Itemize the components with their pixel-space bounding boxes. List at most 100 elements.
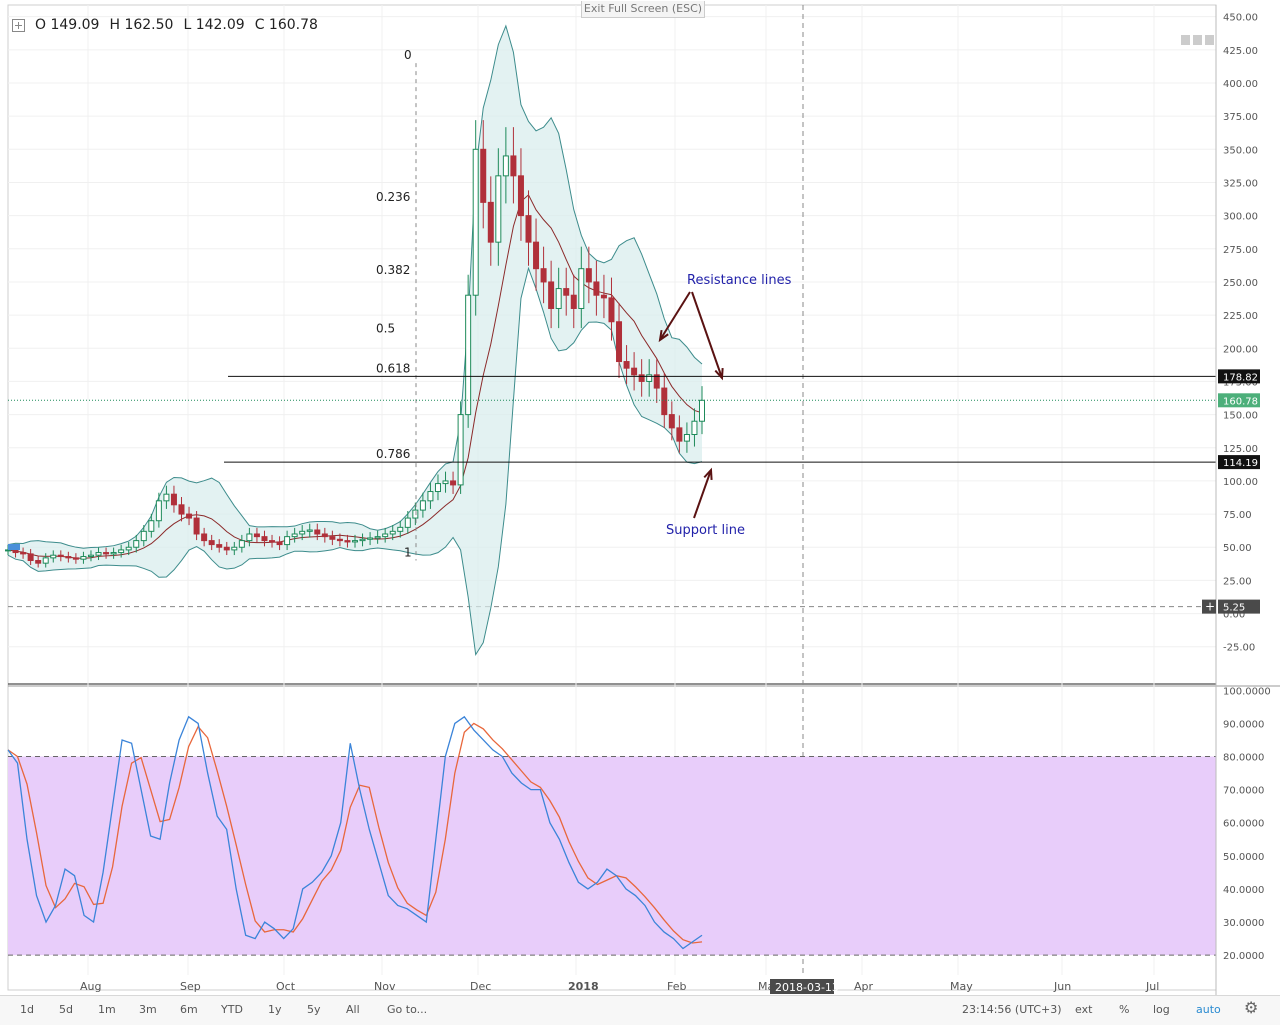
- log-toggle[interactable]: log: [1153, 1003, 1170, 1016]
- candle-body: [314, 529, 321, 535]
- candle-body: [125, 546, 132, 551]
- candle-body: [699, 399, 705, 422]
- stochastic-oscillator: [7, 715, 1216, 956]
- x-tick-label: Feb: [667, 980, 686, 993]
- candle-body: [419, 500, 426, 511]
- range-all[interactable]: All: [346, 1003, 360, 1016]
- arrow-resistance-1: [659, 291, 691, 341]
- range-5y[interactable]: 5y: [307, 1003, 321, 1016]
- range-6m[interactable]: 6m: [180, 1003, 198, 1016]
- candle-body: [80, 556, 87, 560]
- fib-label: 0.618: [376, 361, 410, 375]
- gear-icon[interactable]: ⚙: [1244, 998, 1259, 1017]
- candle-body: [397, 526, 404, 532]
- high-value: H 162.50: [109, 17, 174, 33]
- candle-body: [653, 374, 660, 389]
- candle-body: [208, 540, 215, 546]
- support-price-box: [1218, 455, 1260, 470]
- x-tick-label: Sep: [180, 980, 201, 993]
- pane-down-icon[interactable]: [1193, 35, 1202, 45]
- candle-body: [238, 540, 245, 548]
- candle-body: [42, 557, 49, 564]
- low-value: L 142.09: [183, 17, 245, 33]
- candle-body: [186, 513, 193, 519]
- y-tick-label: 100.00: [1223, 477, 1258, 488]
- arrow-resistance-2: [691, 291, 723, 379]
- support-price-label: 114.19: [1223, 458, 1258, 469]
- candle-body: [480, 148, 487, 203]
- candle-body: [563, 288, 570, 296]
- candle-body: [133, 540, 140, 548]
- crosshair-price-label: 5.25: [1223, 603, 1245, 614]
- candle-body: [5, 549, 11, 552]
- candle-body: [450, 480, 457, 486]
- collapse-icon[interactable]: [12, 18, 25, 32]
- candle-body: [442, 480, 449, 485]
- x-tick-label: May: [950, 980, 973, 993]
- y-tick-label: 125.00: [1223, 444, 1258, 455]
- crosshair-date-box: [770, 979, 834, 994]
- candle-body: [336, 538, 343, 542]
- candle-body: [457, 414, 464, 486]
- range-ytd[interactable]: YTD: [221, 1003, 243, 1016]
- y-tick-label: 75.00: [1223, 510, 1252, 521]
- osc-tick-label: 80.0000: [1223, 753, 1264, 764]
- range-1m[interactable]: 1m: [98, 1003, 116, 1016]
- range-1d[interactable]: 1d: [20, 1003, 34, 1016]
- candle-body: [329, 536, 336, 540]
- fib-label: 1: [404, 546, 412, 560]
- candle-body: [600, 294, 607, 299]
- candle-body: [20, 552, 27, 555]
- ext-toggle[interactable]: ext: [1075, 1003, 1093, 1016]
- resistance-annotation: Resistance lines: [687, 273, 792, 288]
- lower-band: [7, 266, 703, 657]
- candle-body: [299, 530, 306, 535]
- candle-body: [352, 540, 358, 543]
- y-tick-label: 150.00: [1223, 411, 1258, 422]
- osc-tick-label: 50.0000: [1223, 852, 1264, 863]
- fib-label: 0.786: [376, 447, 410, 461]
- range-1y[interactable]: 1y: [268, 1003, 282, 1016]
- candle-body: [525, 215, 532, 243]
- candle-body: [291, 533, 298, 538]
- pane-up-icon[interactable]: [1181, 35, 1190, 45]
- price-chart[interactable]: 0 0.236 0.382 0.5 0.618 0.786 1 Resistance lin…: [0, 0, 1280, 995]
- candle-body: [50, 554, 57, 559]
- bottom-toolbar: 1d 5d 1m 3m 6m YTD 1y 5y All Go to... 23…: [0, 995, 1280, 1025]
- annotations: Resistance lines Support line: [658, 273, 792, 538]
- percent-toggle[interactable]: %: [1119, 1003, 1130, 1016]
- candle-body: [163, 493, 170, 502]
- y-tick-label: 450.00: [1223, 13, 1258, 24]
- candle-body: [367, 537, 374, 540]
- pane-close-icon[interactable]: [1205, 35, 1214, 45]
- crosshair-date: 2018-03-13: [775, 981, 839, 994]
- candle-body: [608, 297, 615, 323]
- candle-body: [103, 552, 110, 555]
- candle-body: [683, 433, 690, 442]
- goto-button[interactable]: Go to...: [387, 1003, 428, 1016]
- exit-fullscreen-button[interactable]: Exit Full Screen (ESC): [581, 1, 705, 18]
- candle-body: [404, 517, 411, 528]
- range-3m[interactable]: 3m: [139, 1003, 157, 1016]
- clock: 23:14:56 (UTC+3): [962, 1003, 1062, 1016]
- x-tick-label: Aug: [80, 980, 101, 993]
- candle-body: [668, 414, 675, 429]
- candle-body: [231, 546, 238, 551]
- auto-toggle[interactable]: auto: [1196, 1003, 1221, 1016]
- candle-body: [201, 533, 208, 542]
- osc-tick-label: 40.0000: [1223, 885, 1264, 896]
- candle-body: [517, 175, 524, 217]
- candle-body: [284, 536, 291, 546]
- candle-body: [72, 557, 79, 560]
- candle-body: [216, 544, 223, 548]
- candle-body: [246, 533, 253, 542]
- candle-body: [616, 321, 623, 363]
- y-tick-label: 225.00: [1223, 311, 1258, 322]
- osc-tick-label: 60.0000: [1223, 819, 1264, 830]
- arrow-support-head: [703, 467, 713, 481]
- candle-body: [276, 541, 283, 546]
- range-5d[interactable]: 5d: [59, 1003, 73, 1016]
- fib-label: 0: [404, 48, 412, 62]
- candle-body: [465, 294, 472, 416]
- bollinger-bands: [7, 24, 703, 657]
